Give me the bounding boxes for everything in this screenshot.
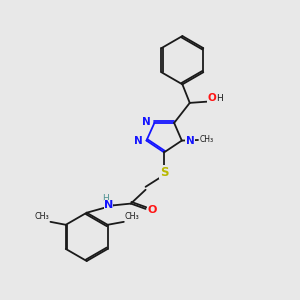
Text: N: N	[186, 136, 195, 146]
Text: S: S	[160, 166, 168, 178]
Text: H: H	[102, 194, 109, 203]
Text: CH₃: CH₃	[34, 212, 49, 221]
Text: N: N	[104, 200, 113, 210]
Text: N: N	[142, 117, 150, 127]
Text: O: O	[147, 205, 157, 215]
Text: CH₃: CH₃	[199, 135, 213, 144]
Text: H: H	[216, 94, 223, 103]
Text: CH₃: CH₃	[125, 212, 140, 221]
Text: N: N	[134, 136, 142, 146]
Text: O: O	[208, 93, 216, 103]
